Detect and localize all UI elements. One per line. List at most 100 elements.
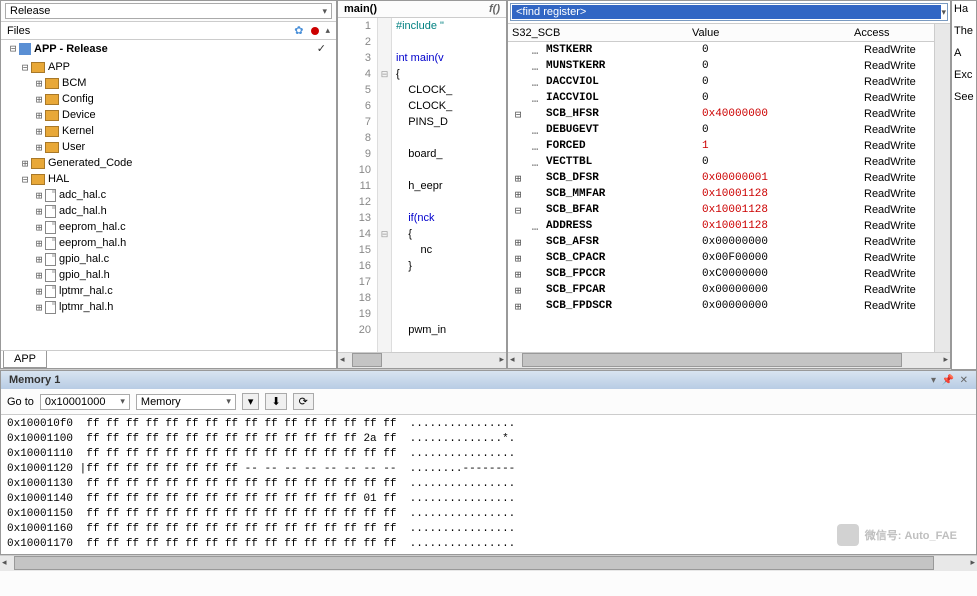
- folder-icon: [45, 78, 59, 89]
- gear-icon[interactable]: ✿: [294, 24, 303, 37]
- reg-expand[interactable]: ⊟: [512, 108, 524, 121]
- tree-item[interactable]: ⊞Generated_Code: [5, 155, 332, 171]
- file-tree[interactable]: ⊟APP⊞BCM⊞Config⊞Device⊞Kernel⊞User⊞Gener…: [1, 57, 336, 350]
- tree-item[interactable]: ⊞adc_hal.h: [5, 203, 332, 219]
- register-row[interactable]: …FORCED1ReadWrite: [508, 138, 934, 154]
- project-root[interactable]: APP - Release: [34, 43, 108, 55]
- reg-access: ReadWrite: [864, 172, 916, 184]
- register-row[interactable]: …DEBUGEVT0ReadWrite: [508, 122, 934, 138]
- reg-expand[interactable]: ⊞: [512, 300, 524, 313]
- tree-item[interactable]: ⊟HAL: [5, 171, 332, 187]
- expand-icon[interactable]: ⊞: [33, 301, 45, 314]
- find-register-input[interactable]: <find register> ▾: [510, 3, 948, 21]
- expand-icon[interactable]: ⊞: [33, 125, 45, 138]
- reg-expand[interactable]: ⊞: [512, 236, 524, 249]
- expand-icon[interactable]: ⊞: [33, 77, 45, 90]
- expand-icon[interactable]: ⊟: [19, 173, 31, 186]
- register-list[interactable]: …MSTKERR0ReadWrite…MUNSTKERR0ReadWrite…D…: [508, 42, 934, 314]
- reg-value: 0x10001128: [702, 204, 864, 216]
- tree-item[interactable]: ⊞Device: [5, 107, 332, 123]
- reg-access: ReadWrite: [864, 44, 916, 56]
- register-row[interactable]: …ADDRESS0x10001128ReadWrite: [508, 218, 934, 234]
- tree-item[interactable]: ⊞gpio_hal.h: [5, 267, 332, 283]
- register-row[interactable]: …DACCVIOL0ReadWrite: [508, 74, 934, 90]
- reg-expand[interactable]: ⊞: [512, 188, 524, 201]
- mem-btn-refresh[interactable]: ⟳: [293, 393, 314, 410]
- reg-value: 0x40000000: [702, 108, 864, 120]
- watermark: 微信号: Auto_FAE: [837, 524, 957, 546]
- register-hscroll[interactable]: ◂ ▸: [508, 352, 950, 368]
- tree-label: lptmr_hal.c: [59, 285, 113, 297]
- tree-expand[interactable]: ⊟: [7, 42, 19, 55]
- fold-column[interactable]: ⊟⊟: [378, 18, 392, 352]
- tree-item[interactable]: ⊞gpio_hal.c: [5, 251, 332, 267]
- reg-expand[interactable]: ⊞: [512, 268, 524, 281]
- memory-hex-view[interactable]: 0x100010f0 ff ff ff ff ff ff ff ff ff ff…: [1, 415, 976, 554]
- tree-item[interactable]: ⊞adc_hal.c: [5, 187, 332, 203]
- expand-icon[interactable]: ⊞: [33, 285, 45, 298]
- files-title: Files: [7, 25, 294, 37]
- reg-value: 0: [702, 60, 864, 72]
- register-row[interactable]: ⊞SCB_FPCCR0xC0000000ReadWrite: [508, 266, 934, 282]
- reg-expand[interactable]: ⊟: [512, 204, 524, 217]
- register-row[interactable]: ⊞SCB_MMFAR0x10001128ReadWrite: [508, 186, 934, 202]
- register-row[interactable]: ⊞SCB_FPCAR0x00000000ReadWrite: [508, 282, 934, 298]
- tree-item[interactable]: ⊞Kernel: [5, 123, 332, 139]
- register-row[interactable]: ⊞SCB_CPACR0x00F00000ReadWrite: [508, 250, 934, 266]
- reg-expand[interactable]: ⊞: [512, 172, 524, 185]
- expand-icon[interactable]: ⊞: [33, 221, 45, 234]
- register-row[interactable]: ⊞SCB_AFSR0x00000000ReadWrite: [508, 234, 934, 250]
- reg-name: DACCVIOL: [546, 76, 702, 88]
- expand-icon[interactable]: ⊞: [19, 157, 31, 170]
- function-icon: f(): [489, 3, 500, 15]
- register-row[interactable]: ⊟SCB_BFAR0x10001128ReadWrite: [508, 202, 934, 218]
- tree-item[interactable]: ⊞BCM: [5, 75, 332, 91]
- expand-icon[interactable]: ⊞: [33, 205, 45, 218]
- register-row[interactable]: ⊟SCB_HFSR0x40000000ReadWrite: [508, 106, 934, 122]
- tree-item[interactable]: ⊞ lptmr_hal.c: [5, 283, 332, 299]
- reg-expand[interactable]: ⊞: [512, 284, 524, 297]
- expand-icon[interactable]: ⊞: [33, 141, 45, 154]
- folder-icon: [45, 126, 59, 137]
- tree-item[interactable]: ⊞lptmr_hal.h: [5, 299, 332, 315]
- code-hscroll[interactable]: ◂ ▸: [338, 352, 506, 368]
- expand-icon[interactable]: ⊟: [19, 61, 31, 74]
- reg-name: MSTKERR: [546, 44, 702, 56]
- mem-btn-step[interactable]: ⬇: [265, 393, 286, 410]
- chevron-up-icon[interactable]: ▴: [325, 25, 330, 36]
- register-row[interactable]: …IACCVIOL0ReadWrite: [508, 90, 934, 106]
- tree-item[interactable]: ⊞eeprom_hal.h: [5, 235, 332, 251]
- reg-value: 0xC0000000: [702, 268, 864, 280]
- register-row[interactable]: ⊞SCB_FPDSCR0x00000000ReadWrite: [508, 298, 934, 314]
- reg-expand[interactable]: ⊞: [512, 252, 524, 265]
- tree-item[interactable]: ⊞eeprom_hal.c: [5, 219, 332, 235]
- main-hscroll[interactable]: ◂ ▸: [0, 555, 977, 571]
- reg-access: ReadWrite: [864, 204, 916, 216]
- register-row[interactable]: …MSTKERR0ReadWrite: [508, 42, 934, 58]
- reg-name: VECTTBL: [546, 156, 702, 168]
- expand-icon[interactable]: ⊞: [33, 189, 45, 202]
- expand-icon[interactable]: ⊞: [33, 93, 45, 106]
- reg-value: 1: [702, 140, 864, 152]
- expand-icon[interactable]: ⊞: [33, 237, 45, 250]
- reg-value: 0x00000001: [702, 172, 864, 184]
- dropdown-icon[interactable]: ▾ 📌 ✕: [931, 375, 968, 386]
- register-vscroll[interactable]: [934, 24, 950, 352]
- memory-view-select[interactable]: Memory▾: [136, 394, 236, 410]
- reg-access: ReadWrite: [864, 300, 916, 312]
- goto-address-input[interactable]: 0x10001000▾: [40, 394, 130, 410]
- mem-btn-down[interactable]: ▾: [242, 393, 260, 410]
- expand-icon[interactable]: ⊞: [33, 253, 45, 266]
- register-row[interactable]: …VECTTBL0ReadWrite: [508, 154, 934, 170]
- tree-item[interactable]: ⊞User: [5, 139, 332, 155]
- expand-icon[interactable]: ⊞: [33, 109, 45, 122]
- release-dropdown[interactable]: Release ▾: [5, 3, 332, 19]
- tree-item[interactable]: ⊟APP: [5, 59, 332, 75]
- register-row[interactable]: ⊞SCB_DFSR0x00000001ReadWrite: [508, 170, 934, 186]
- tree-item[interactable]: ⊞Config: [5, 91, 332, 107]
- app-tab[interactable]: APP: [3, 351, 47, 368]
- record-icon[interactable]: [311, 27, 319, 35]
- expand-icon[interactable]: ⊞: [33, 269, 45, 282]
- register-row[interactable]: …MUNSTKERR0ReadWrite: [508, 58, 934, 74]
- code-editor[interactable]: #include "int main(v{ CLOCK_ CLOCK_ PINS…: [392, 18, 506, 352]
